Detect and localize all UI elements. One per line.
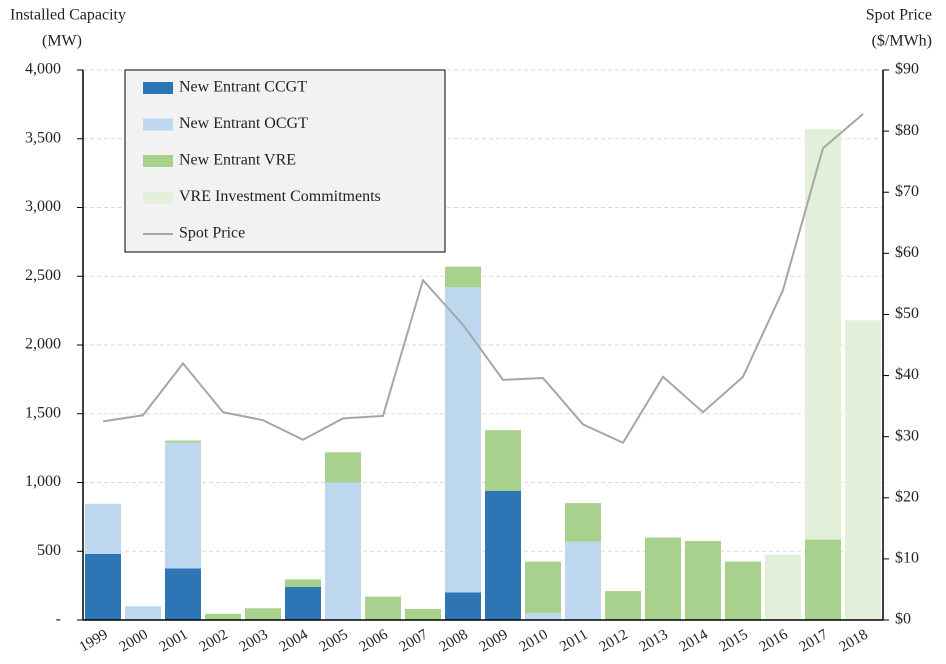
x-tick-label: 2011 [557, 627, 591, 656]
x-tick-label: 2008 [437, 627, 471, 656]
y2-tick-label: $50 [895, 305, 919, 322]
y2-tick-label: $70 [895, 183, 919, 200]
y-tick-label: 500 [37, 542, 61, 559]
x-tick-label: 2004 [277, 626, 311, 655]
x-tick-label: 2003 [237, 627, 271, 656]
bar-segment [85, 554, 121, 620]
bar-segment [125, 606, 161, 620]
x-tick-label: 2000 [117, 627, 151, 656]
x-tick-label: 2007 [397, 626, 431, 655]
bar-segment [365, 596, 401, 620]
y2-tick-label: $80 [895, 122, 919, 139]
bar-segment [285, 587, 321, 620]
x-tick-label: 2018 [837, 627, 871, 656]
bar-segment [565, 503, 601, 542]
x-tick-label: 2002 [197, 627, 231, 656]
x-tick-label: 1999 [77, 627, 111, 656]
bar-segment [725, 561, 761, 620]
bar-segment [805, 539, 841, 620]
bar-segment [645, 537, 681, 620]
x-tick-label: 2009 [477, 627, 511, 656]
x-tick-label: 2012 [597, 627, 631, 656]
legend-box [124, 69, 446, 253]
legend-swatch [143, 155, 173, 167]
bar-segment [485, 490, 521, 620]
bar-segment [85, 503, 121, 554]
bar-segment [605, 591, 641, 620]
x-tick-label: 2005 [317, 627, 351, 656]
y-tick-label: 2,500 [25, 267, 61, 284]
x-tick-label: 2014 [677, 626, 711, 655]
legend-swatch [143, 118, 173, 131]
bar-segment [805, 129, 841, 540]
y2-tick-label: $20 [895, 488, 919, 505]
legend-label: New Entrant OCGT [179, 115, 308, 132]
bar-segment [285, 579, 321, 587]
bar-segment [405, 609, 441, 620]
bar-segment [485, 430, 521, 491]
y-tick-label: - [56, 611, 61, 628]
y-tick-label: 1,000 [25, 473, 61, 490]
bar-segment [525, 561, 561, 614]
x-tick-label: 2001 [157, 627, 191, 656]
y2-tick-label: $40 [895, 366, 919, 383]
x-tick-label: 2010 [517, 627, 551, 656]
line [102, 113, 864, 445]
bar-segment [685, 540, 721, 620]
x-tick-label: 2016 [757, 626, 791, 655]
legend: New Entrant CCGT New Entrant OCGT New Entr… [124, 69, 446, 253]
y-tick-label: 3,000 [25, 198, 61, 215]
y-axis-title: (MW) [42, 33, 82, 50]
y2-axis-title: Spot Price [866, 7, 932, 24]
legend-label: Spot Price [179, 225, 245, 242]
y-tick-label: 1,500 [25, 404, 61, 421]
legend-label: VRE Investment Commitments [179, 188, 381, 205]
bar-segment [325, 452, 361, 483]
y-tick-label: 4,000 [25, 61, 61, 78]
legend-label: New Entrant VRE [179, 152, 296, 169]
bar-segment [765, 554, 801, 620]
bar-segment [445, 287, 481, 593]
y-axis-title: Installed Capacity [10, 7, 126, 24]
x-tick-label: 2015 [717, 627, 751, 656]
y2-tick-label: $0 [895, 611, 911, 628]
legend-label: New Entrant CCGT [179, 79, 307, 96]
bar-segment [845, 320, 881, 620]
y2-tick-label: $10 [895, 550, 919, 567]
bar-segment [165, 440, 201, 443]
y2-tick-label: $30 [895, 427, 919, 444]
legend-swatch [143, 191, 173, 204]
bar-segment [325, 482, 361, 620]
bar-segment [565, 541, 601, 620]
bar-segment [245, 608, 281, 620]
bar-segment [205, 613, 241, 620]
bar-segment [445, 592, 481, 620]
y-tick-label: 2,000 [25, 336, 61, 353]
bar-segment [165, 568, 201, 620]
x-tick-label: 2013 [637, 627, 671, 656]
bar-segment [525, 613, 561, 620]
x-tick-label: 2017 [797, 626, 831, 655]
legend-swatch [143, 82, 173, 94]
y2-tick-label: $90 [895, 61, 919, 78]
bar-segment [165, 442, 201, 569]
x-tick-label: 2006 [357, 626, 391, 655]
bar-segment [445, 266, 481, 288]
y-tick-label: 3,500 [25, 129, 61, 146]
y2-axis-title: ($/MWh) [872, 33, 932, 50]
y2-tick-label: $60 [895, 244, 919, 261]
